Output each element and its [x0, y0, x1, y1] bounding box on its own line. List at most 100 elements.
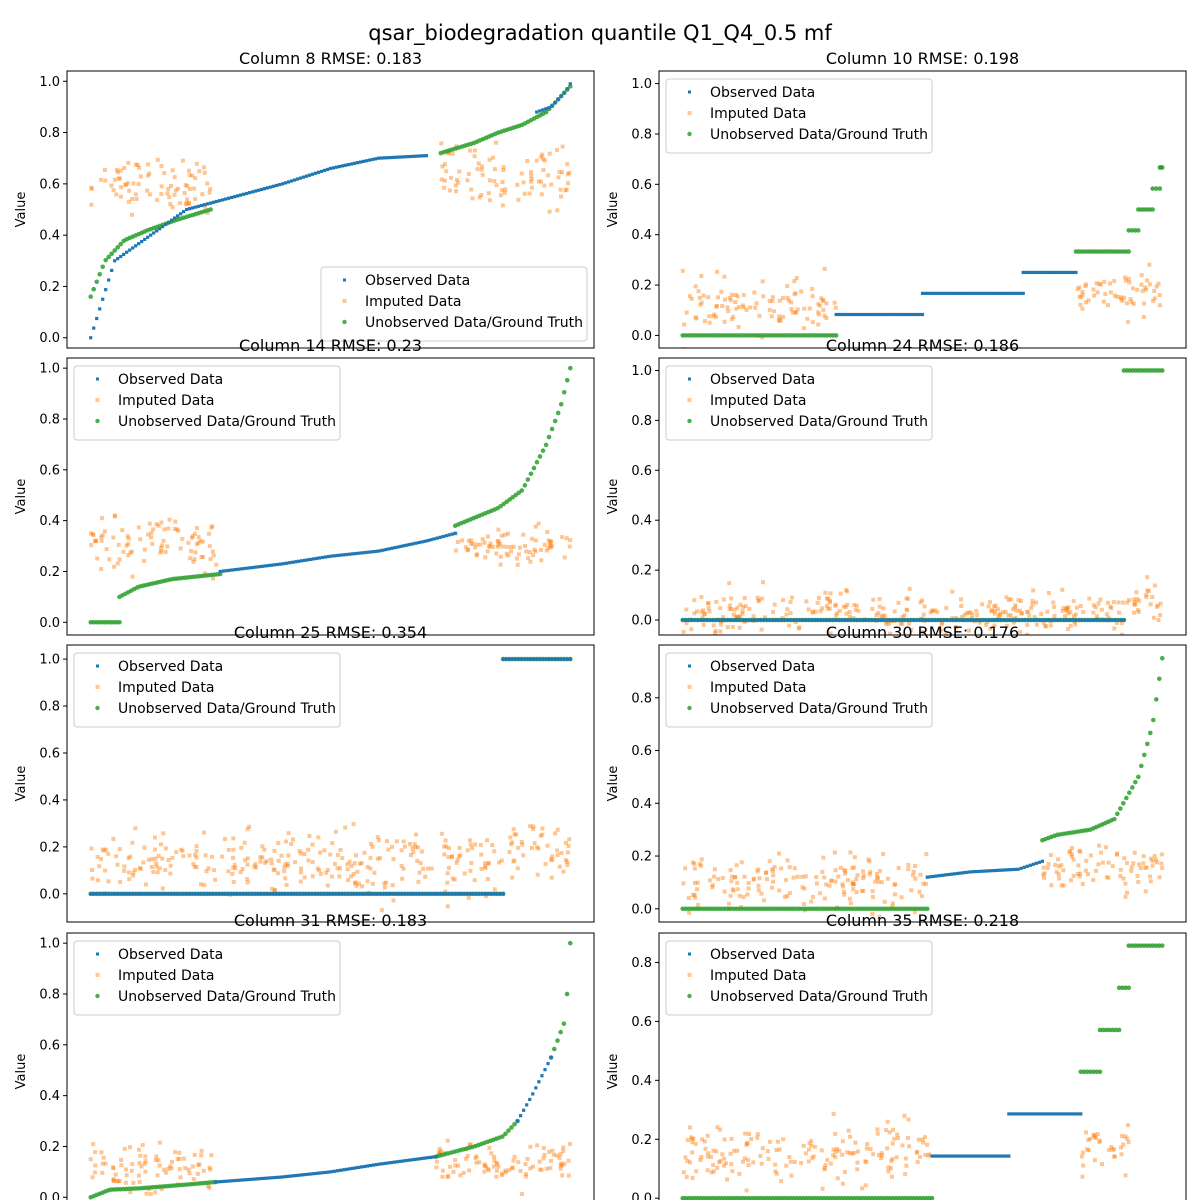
- legend-box: [320, 266, 588, 342]
- data-point: [393, 892, 398, 896]
- data-point: [818, 609, 823, 614]
- data-point: [743, 604, 748, 609]
- data-point: [375, 835, 380, 840]
- data-point: [987, 618, 991, 622]
- data-point: [386, 1161, 390, 1165]
- data-point: [1092, 618, 1096, 622]
- data-point: [183, 183, 188, 188]
- data-point: [269, 563, 274, 567]
- data-point: [162, 527, 167, 532]
- data-point: [456, 892, 460, 896]
- data-point: [145, 188, 150, 193]
- data-point: [422, 1156, 426, 1160]
- y-tick-label: 0.0: [39, 331, 60, 346]
- data-point: [835, 611, 840, 616]
- data-point: [298, 879, 303, 884]
- data-point: [455, 539, 460, 544]
- data-point: [103, 178, 108, 183]
- data-point: [1019, 1112, 1023, 1116]
- data-point: [885, 1146, 890, 1151]
- data-point: [891, 312, 895, 317]
- data-point: [691, 860, 696, 865]
- data-point: [434, 1159, 439, 1164]
- data-point: [840, 618, 844, 622]
- data-point: [284, 561, 289, 565]
- data-point: [128, 248, 132, 252]
- data-point: [337, 164, 342, 169]
- data-point: [515, 562, 520, 567]
- data-point: [514, 832, 519, 837]
- data-point: [193, 197, 198, 202]
- data-point: [346, 878, 351, 883]
- data-point: [777, 314, 782, 319]
- series-unobserved-data-ground-truth: [680, 165, 1165, 338]
- data-point: [512, 1154, 517, 1159]
- data-point: [328, 852, 333, 857]
- data-point: [515, 866, 520, 871]
- data-point: [739, 860, 744, 865]
- data-point: [713, 630, 718, 635]
- data-point: [452, 877, 457, 882]
- data-point: [321, 1171, 325, 1175]
- data-point: [943, 873, 948, 877]
- data-point: [871, 1152, 876, 1157]
- data-point: [491, 1164, 496, 1169]
- data-point: [991, 291, 996, 295]
- data-point: [879, 1156, 884, 1161]
- y-tick-label: 0.8: [631, 127, 652, 142]
- data-point: [143, 1159, 148, 1164]
- data-point: [456, 1163, 461, 1168]
- data-point: [708, 1154, 713, 1159]
- data-point: [161, 831, 166, 836]
- data-point: [149, 864, 154, 869]
- data-point: [911, 312, 916, 317]
- figure-title: qsar_biodegradation quantile Q1_Q4_0.5 m…: [368, 21, 832, 46]
- data-point: [245, 880, 250, 885]
- data-point: [374, 1162, 378, 1167]
- data-point: [385, 839, 390, 844]
- data-point: [1080, 292, 1085, 297]
- data-point: [453, 892, 457, 896]
- data-point: [844, 589, 849, 594]
- data-point: [785, 894, 790, 899]
- data-point: [722, 1156, 727, 1161]
- y-tick-label: 0.4: [631, 228, 652, 243]
- data-point: [275, 871, 280, 876]
- data-point: [208, 187, 213, 192]
- data-point: [788, 600, 793, 605]
- data-point: [1013, 1112, 1017, 1116]
- plot-area: [680, 368, 1165, 635]
- data-point: [729, 292, 734, 297]
- data-point: [473, 545, 478, 550]
- data-point: [354, 551, 358, 556]
- data-point: [745, 892, 750, 897]
- data-point: [474, 1154, 479, 1159]
- data-point: [1096, 862, 1101, 867]
- data-point: [399, 848, 404, 853]
- data-point: [708, 618, 712, 622]
- data-point: [1149, 856, 1154, 861]
- data-point: [175, 527, 180, 532]
- data-point: [325, 892, 329, 896]
- data-point: [1126, 228, 1132, 233]
- data-point: [437, 1150, 442, 1155]
- data-point: [562, 657, 566, 661]
- data-point: [921, 1140, 926, 1145]
- data-point: [168, 201, 173, 206]
- data-point: [688, 1160, 693, 1165]
- data-point: [968, 610, 973, 615]
- data-point: [566, 843, 571, 848]
- data-point: [881, 606, 886, 611]
- data-point: [1022, 865, 1026, 869]
- data-point: [753, 618, 757, 622]
- data-point: [918, 872, 923, 877]
- y-tick-label: 0.2: [631, 850, 652, 865]
- data-point: [347, 1167, 352, 1171]
- data-point: [184, 892, 188, 896]
- data-point: [111, 1177, 116, 1182]
- data-point: [131, 181, 136, 186]
- data-point: [317, 850, 322, 855]
- data-point: [820, 606, 825, 611]
- data-point: [1120, 985, 1125, 991]
- data-point: [1056, 872, 1061, 877]
